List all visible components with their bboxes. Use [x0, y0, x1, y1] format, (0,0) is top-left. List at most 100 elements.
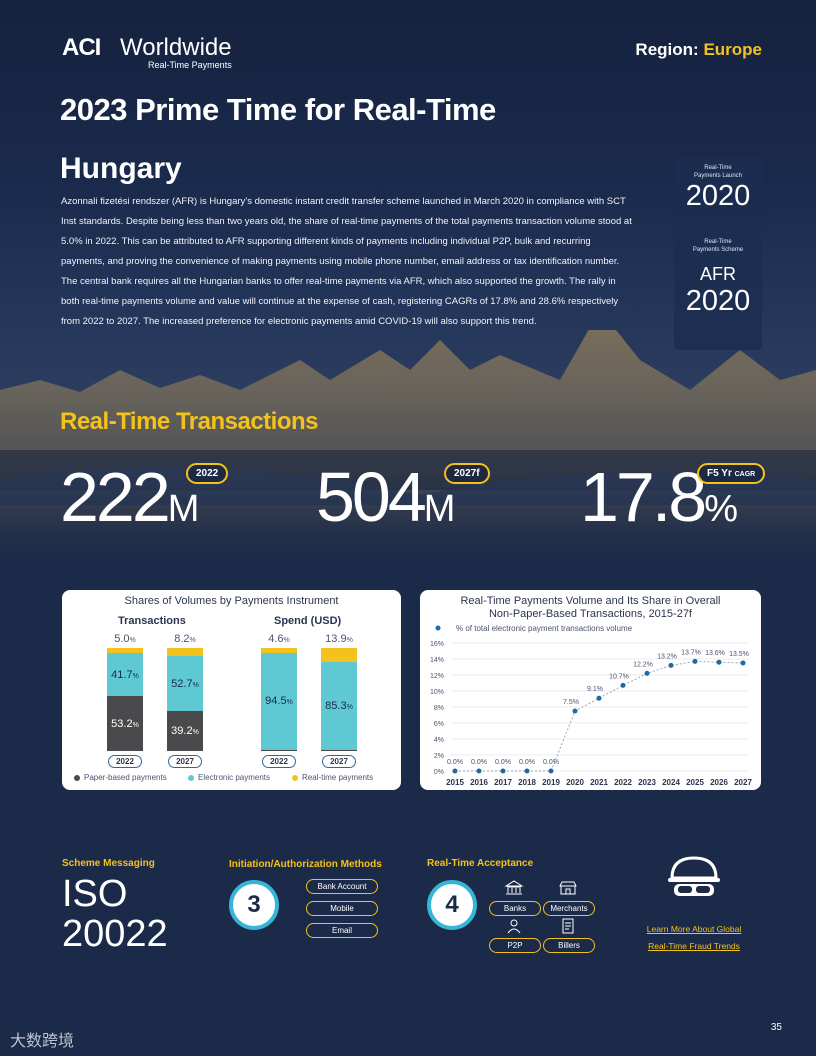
data-label: 13.5%	[729, 651, 749, 658]
acceptance-merchants: Merchants	[543, 901, 595, 916]
data-label: 0.0%	[447, 759, 463, 766]
bar-realtime-label: 4.6%	[268, 633, 290, 645]
invoice-icon	[562, 918, 574, 934]
x-tick-label: 2016	[470, 778, 488, 787]
y-tick-label: 0%	[434, 769, 444, 776]
bar-year-label: 2022	[108, 755, 142, 768]
iso-line-2: 20022	[62, 913, 168, 955]
data-label: 0.0%	[495, 759, 511, 766]
group-spend-label: Spend (USD)	[274, 615, 342, 627]
data-point	[596, 695, 602, 701]
bar-segment-paper: 53.2%	[107, 696, 143, 751]
stat-2027-value: 504	[316, 458, 427, 536]
y-tick-label: 12%	[430, 673, 444, 680]
bar-segment-electronic: 41.7%	[107, 653, 143, 697]
watermark: 大数跨境	[10, 1033, 75, 1050]
launch-year: 2020	[685, 180, 751, 212]
data-point	[668, 662, 674, 668]
legend-electronic: Electronic payments	[188, 773, 270, 782]
stat-2022-volume: 222M	[60, 462, 199, 544]
data-label: 0.0%	[543, 759, 559, 766]
bar-segment-electronic: 94.5%	[261, 652, 297, 751]
line-chart-title-2: Non-Paper-Based Transactions, 2015-27f	[488, 608, 692, 620]
data-point	[620, 682, 626, 688]
scheme-year: 2020	[685, 285, 751, 317]
x-tick-label: 2017	[494, 778, 512, 787]
country-heading: Hungary	[60, 152, 182, 185]
logo-wordmark: Worldwide	[120, 34, 232, 61]
y-tick-label: 2%	[434, 753, 444, 760]
line-chart: % of total electronic payment transactio…	[430, 624, 752, 787]
logo-tagline: Real-Time Payments	[148, 60, 232, 70]
data-point	[500, 768, 506, 774]
bar-segment-realtime	[321, 648, 357, 663]
data-point	[524, 768, 530, 774]
launch-label-2: Payments Launch	[693, 173, 743, 179]
x-tick-label: 2020	[566, 778, 584, 787]
bar-realtime-label: 13.9%	[325, 633, 353, 645]
group-transactions-label: Transactions	[118, 615, 186, 627]
region-prefix: Region:	[635, 40, 699, 59]
x-tick-label: 2023	[638, 778, 656, 787]
legend-label: % of total electronic payment transactio…	[456, 624, 633, 633]
stat-cagr: 17.8%	[580, 462, 738, 544]
fraud-link-line-2[interactable]: Real-Time Fraud Trends	[648, 941, 740, 951]
data-label: 12.2%	[633, 661, 653, 668]
data-point	[452, 768, 458, 774]
init-methods-label: Initiation/Authorization Methods	[229, 859, 382, 870]
iso-standard: ISO 20022	[62, 874, 168, 954]
bar-year-label: 2027	[168, 755, 202, 768]
legend-realtime-swatch	[292, 774, 298, 781]
shares-panel: Shares of Volumes by Payments Instrument…	[62, 590, 401, 790]
legend-realtime: Real-time payments	[292, 773, 373, 782]
data-point	[740, 660, 746, 666]
data-point	[644, 670, 650, 676]
bar-segment-realtime	[167, 648, 203, 657]
bar-realtime-label: 5.0%	[114, 633, 136, 645]
bar-segment-realtime	[107, 648, 143, 654]
legend-paper-label: Paper-based payments	[84, 773, 167, 782]
stat-2027-volume: 504M	[316, 462, 455, 544]
bar-segment-electronic: 85.3%	[321, 662, 357, 751]
y-tick-label: 8%	[434, 705, 444, 712]
person-icon	[507, 919, 521, 934]
scheme-name: AFR	[700, 264, 736, 284]
y-tick-label: 4%	[434, 737, 444, 744]
scheme-card: Real-Time Payments Scheme AFR 2020	[674, 232, 762, 350]
bar-segment-electronic: 52.7%	[167, 656, 203, 711]
y-tick-label: 16%	[430, 641, 444, 648]
x-tick-label: 2025	[686, 778, 704, 787]
bar-segment-realtime	[261, 648, 297, 653]
scheme-messaging-label: Scheme Messaging	[62, 858, 155, 869]
method-email: Email	[306, 923, 378, 938]
bar-segment-paper	[321, 750, 357, 751]
data-point	[692, 658, 698, 664]
bar-value-label: 85.3%	[325, 700, 353, 713]
data-label: 13.7%	[681, 649, 701, 656]
body-paragraph: Azonnali fizetési rendszer (AFR) is Hung…	[61, 196, 632, 327]
acceptance-count-badge: 4	[427, 880, 477, 930]
fraud-trends-link[interactable]: Learn More About Global Real-Time Fraud …	[624, 921, 764, 955]
stat-cagr-unit: %	[704, 488, 739, 530]
fraud-link-line-1[interactable]: Learn More About Global	[646, 924, 742, 934]
launch-card: Real-Time Payments Launch 2020	[674, 158, 762, 228]
region-value: Europe	[703, 40, 762, 59]
stat-2022-badge: 2022	[186, 463, 229, 484]
stat-cagr-badge: F5 Yr CAGR	[697, 463, 766, 484]
x-tick-label: 2024	[662, 778, 680, 787]
x-tick-label: 2022	[614, 778, 632, 787]
data-label: 0.0%	[519, 759, 535, 766]
legend-paper-swatch	[74, 774, 80, 781]
data-point	[548, 768, 554, 774]
line-chart-panel: Real-Time Payments Volume and Its Share …	[420, 590, 761, 790]
stat-2022-value: 222	[60, 458, 171, 536]
budapest-skyline-image	[0, 330, 816, 560]
stat-2022-unit: M	[167, 488, 200, 530]
legend-marker	[435, 625, 441, 631]
stacked-bar: 52.7% 39.2%	[167, 648, 203, 751]
data-point	[476, 768, 482, 774]
method-mobile: Mobile	[306, 901, 378, 916]
bar-year-label: 2022	[262, 755, 296, 768]
y-tick-label: 10%	[430, 689, 444, 696]
data-point	[716, 659, 722, 665]
